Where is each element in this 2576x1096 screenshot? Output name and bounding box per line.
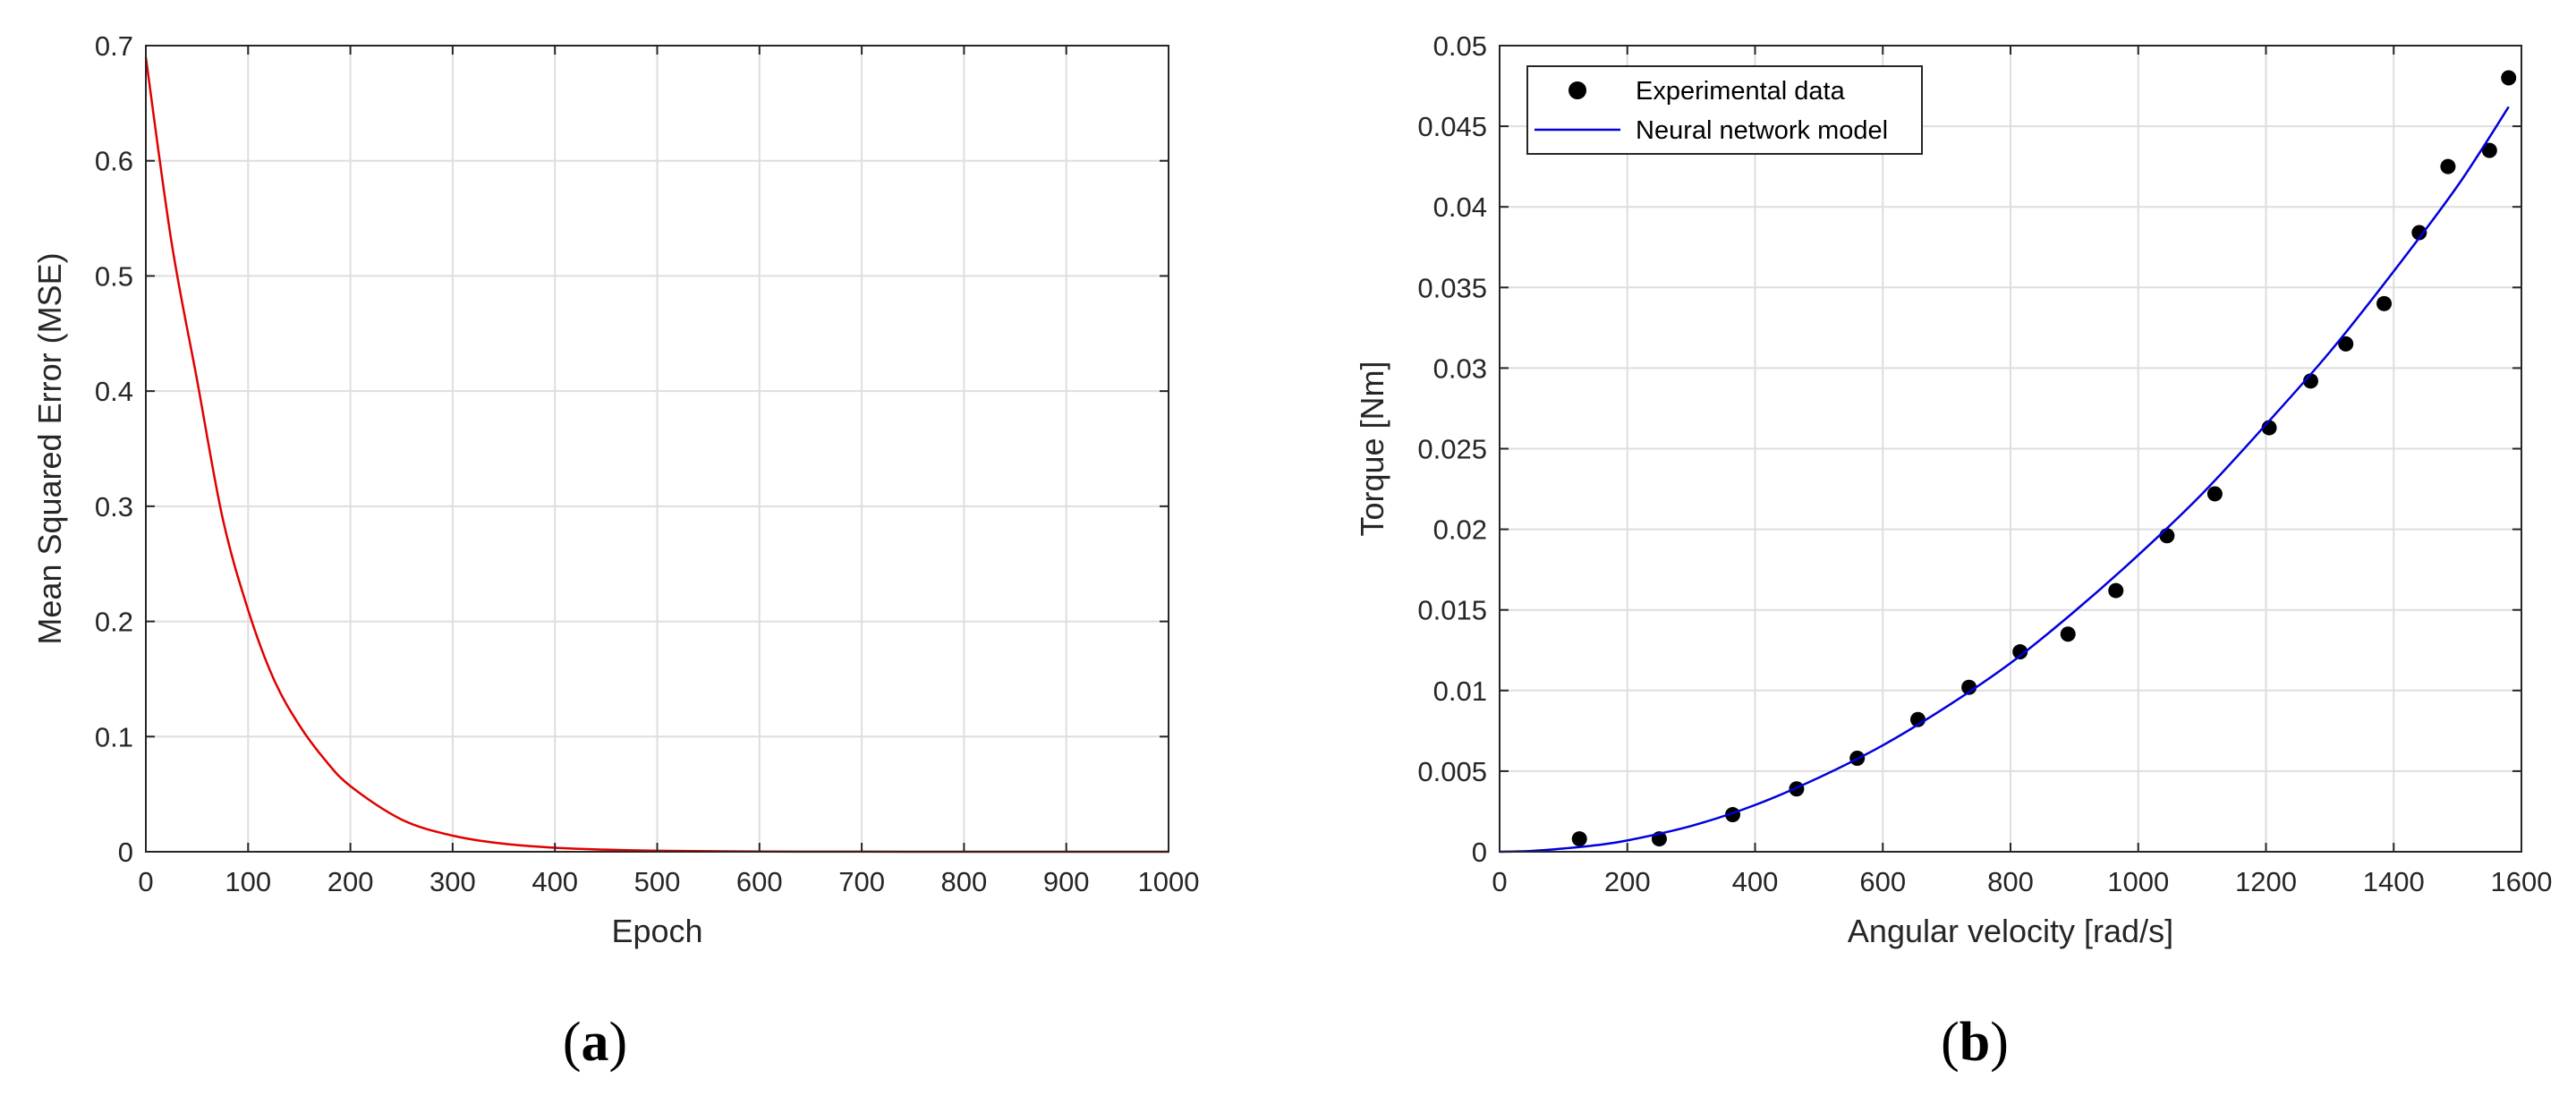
series-1-line xyxy=(1499,106,2510,854)
tick-label-x-4: 400 xyxy=(531,866,578,897)
tick-label-x-3: 300 xyxy=(429,866,476,897)
panel-label-b-letter: b xyxy=(1960,1012,1990,1073)
tick-label-y-10: 0.05 xyxy=(1433,30,1487,62)
y-axis-label: Mean Squared Error (MSE) xyxy=(31,252,68,644)
data-point-19 xyxy=(2501,70,2517,86)
chart-torque-angular-velocity: 0 200 400 600 800 1000 1200 1400 1600 0 0.005 0.01 0… xyxy=(1354,30,2552,949)
tick-label-x-2: 400 xyxy=(1732,866,1779,897)
data-point-11 xyxy=(2206,486,2223,502)
tick-label-y-0: 0 xyxy=(118,837,133,868)
tick-label-x-3: 600 xyxy=(1859,866,1906,897)
legend-label-0: Experimental data xyxy=(1636,77,1846,106)
data-point-8 xyxy=(2060,626,2076,642)
data-point-18 xyxy=(2481,142,2497,158)
legend-marker-0 xyxy=(1569,81,1586,99)
data-point-10 xyxy=(2159,528,2175,544)
data-point-15 xyxy=(2376,295,2393,311)
data-point-16 xyxy=(2411,225,2427,241)
tick-label-x-0: 0 xyxy=(1492,866,1507,897)
tick-label-y-7: 0.7 xyxy=(95,30,133,62)
tick-label-y-8: 0.04 xyxy=(1433,191,1487,223)
panel-label-b: (b) xyxy=(1941,1012,2009,1073)
tick-label-y-5: 0.025 xyxy=(1417,434,1487,465)
data-point-17 xyxy=(2440,158,2456,174)
tick-label-x-10: 1000 xyxy=(1138,866,1200,897)
tick-label-x-1: 200 xyxy=(1604,866,1651,897)
tick-label-x-2: 200 xyxy=(327,866,374,897)
data-point-0 xyxy=(1571,831,1587,847)
legend-label-1: Neural network model xyxy=(1636,116,1888,145)
x-axis-label: Angular velocity [rad/s] xyxy=(1848,913,2173,949)
chart-mse-epoch: 0 100 200 300 400 500 600 700 800 900 1000 0 0.1 0.2 0… xyxy=(31,30,1199,949)
tick-label-y-0: 0 xyxy=(1472,837,1487,868)
tick-label-y-1: 0.1 xyxy=(95,721,133,752)
data-point-6 xyxy=(1961,679,1977,695)
data-point-7 xyxy=(2012,644,2028,660)
tick-label-y-9: 0.045 xyxy=(1417,111,1487,142)
tick-label-x-5: 500 xyxy=(634,866,681,897)
tick-label-y-1: 0.005 xyxy=(1417,756,1487,787)
panel-label-a-letter: a xyxy=(582,1012,609,1073)
tick-label-y-4: 0.02 xyxy=(1433,514,1487,546)
tick-label-y-4: 0.4 xyxy=(95,376,133,407)
tick-label-y-2: 0.01 xyxy=(1433,675,1487,707)
tick-label-y-5: 0.5 xyxy=(95,260,133,292)
data-point-9 xyxy=(2108,582,2124,599)
series-0-markers xyxy=(1571,70,2517,847)
tick-label-x-7: 700 xyxy=(838,866,885,897)
tick-label-x-6: 1200 xyxy=(2235,866,2297,897)
y-axis-label: Torque [Nm] xyxy=(1354,361,1390,536)
tick-label-y-3: 0.015 xyxy=(1417,595,1487,626)
panel-label-a: (a) xyxy=(563,1012,627,1073)
tick-label-x-4: 800 xyxy=(1987,866,2034,897)
tick-label-x-1: 100 xyxy=(225,866,271,897)
tick-label-y-6: 0.6 xyxy=(95,146,133,177)
tick-label-x-6: 600 xyxy=(736,866,783,897)
tick-label-y-6: 0.03 xyxy=(1433,353,1487,384)
x-axis-label: Epoch xyxy=(611,913,702,949)
tick-label-x-8: 800 xyxy=(941,866,988,897)
tick-label-x-5: 1000 xyxy=(2107,866,2169,897)
legend-box xyxy=(1526,65,1923,155)
tick-label-x-7: 1400 xyxy=(2363,866,2425,897)
tick-label-y-3: 0.3 xyxy=(95,491,133,523)
tick-label-x-8: 1600 xyxy=(2491,866,2553,897)
tick-label-y-2: 0.2 xyxy=(95,607,133,638)
data-point-14 xyxy=(2338,336,2354,352)
tick-label-x-0: 0 xyxy=(138,866,153,897)
legend: Experimental data Neural network model xyxy=(1526,65,1923,155)
tick-label-x-9: 900 xyxy=(1043,866,1090,897)
tick-label-y-7: 0.035 xyxy=(1417,272,1487,303)
